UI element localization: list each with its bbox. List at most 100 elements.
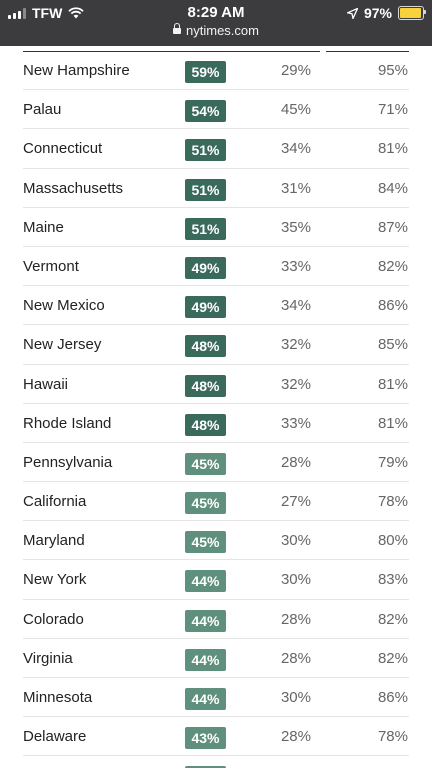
- state-name: California: [23, 493, 87, 511]
- right-percent: 79%: [377, 453, 408, 471]
- state-name: Virginia: [23, 649, 73, 667]
- right-percent: 85%: [377, 336, 408, 354]
- right-percent: 95%: [377, 62, 408, 79]
- table-row: Connecticut 51% 34% 81%: [0, 129, 432, 169]
- middle-percent: 34%: [280, 140, 311, 158]
- state-name: New Mexico: [23, 297, 105, 315]
- table-row: Maryland 45% 30% 80%: [0, 521, 432, 561]
- table-row: Colorado 44% 28% 82%: [0, 600, 432, 640]
- table-rows: New Hampshire 59% 29% 95% Palau 54% 45% 71% Conn…: [0, 51, 432, 768]
- table-row: Minnesota 44% 30% 86%: [0, 678, 432, 718]
- right-percent: 71%: [377, 101, 408, 119]
- state-name: Maine: [23, 218, 64, 236]
- middle-percent: 28%: [280, 728, 311, 746]
- table-row: New Mexico 49% 34% 86%: [0, 286, 432, 326]
- percent-badge: 49%: [185, 296, 226, 319]
- percent-badge: 51%: [185, 178, 226, 201]
- middle-percent: 45%: [280, 101, 311, 119]
- middle-percent: 33%: [280, 257, 311, 275]
- state-name: Connecticut: [23, 140, 103, 158]
- state-name: Massachusetts: [23, 179, 124, 197]
- table-row-partial: [0, 756, 432, 768]
- table-row: Rhode Island 48% 33% 81%: [0, 404, 432, 444]
- percent-badge: 48%: [185, 374, 226, 397]
- right-percent: 82%: [377, 257, 408, 275]
- middle-percent: 28%: [280, 453, 311, 471]
- state-name: New Jersey: [23, 336, 102, 354]
- table-row: Massachusetts 51% 31% 84%: [0, 169, 432, 208]
- percent-badge: 45%: [185, 531, 226, 554]
- table-row: Virginia 44% 28% 82%: [0, 639, 432, 679]
- state-name: Rhode Island: [23, 414, 112, 432]
- right-percent: 86%: [377, 689, 408, 706]
- table-row: California 45% 27% 78%: [0, 482, 432, 522]
- percent-badge: 45%: [185, 452, 226, 475]
- middle-percent: 33%: [280, 414, 311, 432]
- clock: 8:29 AM: [187, 4, 245, 21]
- table-row: New Jersey 48% 32% 85%: [0, 325, 432, 365]
- middle-percent: 28%: [280, 649, 311, 667]
- percent-badge: 54%: [185, 100, 226, 123]
- right-percent: 87%: [377, 218, 408, 236]
- percent-badge: 44%: [185, 609, 226, 632]
- percent-badge: 45%: [185, 492, 226, 515]
- percent-badge: 48%: [185, 335, 226, 358]
- table-top-rule: [23, 51, 320, 52]
- middle-percent: 30%: [280, 571, 311, 589]
- middle-percent: 27%: [280, 493, 311, 511]
- state-name: Delaware: [23, 728, 87, 746]
- state-name: Hawaii: [23, 375, 69, 393]
- status-right: 97%: [346, 5, 426, 21]
- right-percent: 84%: [377, 179, 408, 197]
- battery-fill: [400, 8, 422, 18]
- battery-icon: [398, 6, 426, 20]
- right-percent: 83%: [377, 571, 408, 589]
- middle-percent: 30%: [280, 532, 311, 550]
- table-row: Hawaii 48% 32% 81%: [0, 365, 432, 404]
- url-text: nytimes.com: [186, 23, 259, 38]
- percent-badge: 44%: [185, 688, 226, 710]
- signal-icon: [8, 7, 26, 19]
- table-top-rule-right: [326, 51, 409, 52]
- middle-percent: 31%: [280, 179, 311, 197]
- location-arrow-icon: [346, 7, 358, 19]
- table-row: Pennsylvania 45% 28% 79%: [0, 443, 432, 483]
- right-percent: 82%: [377, 649, 408, 667]
- state-name: Palau: [23, 101, 62, 119]
- right-percent: 80%: [377, 532, 408, 550]
- state-name: Pennsylvania: [23, 453, 113, 471]
- middle-percent: 32%: [280, 336, 311, 354]
- address-bar[interactable]: nytimes.com: [0, 23, 432, 38]
- state-name: New Hampshire: [23, 62, 130, 79]
- right-percent: 81%: [377, 414, 408, 432]
- right-percent: 82%: [377, 610, 408, 628]
- table-row: Vermont 49% 33% 82%: [0, 247, 432, 287]
- middle-percent: 35%: [280, 218, 311, 236]
- percent-badge: 49%: [185, 256, 226, 279]
- state-name: Minnesota: [23, 689, 93, 706]
- lock-icon: [173, 23, 182, 34]
- state-name: Maryland: [23, 532, 85, 550]
- battery-percent: 97%: [363, 5, 392, 21]
- percent-badge: [185, 766, 226, 768]
- right-percent: 78%: [377, 493, 408, 511]
- table-row: New Hampshire 59% 29% 95%: [0, 51, 432, 91]
- status-bar: TFW 8:29 AM nytimes.com 97%: [0, 0, 432, 46]
- right-percent: 81%: [377, 140, 408, 158]
- percent-badge: 43%: [185, 727, 226, 750]
- state-name: New York: [23, 571, 87, 589]
- percent-badge: 51%: [185, 217, 226, 240]
- middle-percent: 32%: [280, 375, 311, 393]
- percent-badge: 44%: [185, 570, 226, 593]
- carrier-label: TFW: [32, 5, 63, 21]
- right-percent: 86%: [377, 297, 408, 315]
- state-name: Vermont: [23, 257, 79, 275]
- percent-badge: 44%: [185, 648, 226, 671]
- results-table[interactable]: New Hampshire 59% 29% 95% Palau 54% 45% 71% Conn…: [0, 46, 432, 768]
- percent-badge: 51%: [185, 139, 226, 162]
- middle-percent: 28%: [280, 610, 311, 628]
- state-name: Colorado: [23, 610, 84, 628]
- table-row: Palau 54% 45% 71%: [0, 90, 432, 130]
- middle-percent: 29%: [280, 62, 311, 79]
- table-row: Maine 51% 35% 87%: [0, 208, 432, 248]
